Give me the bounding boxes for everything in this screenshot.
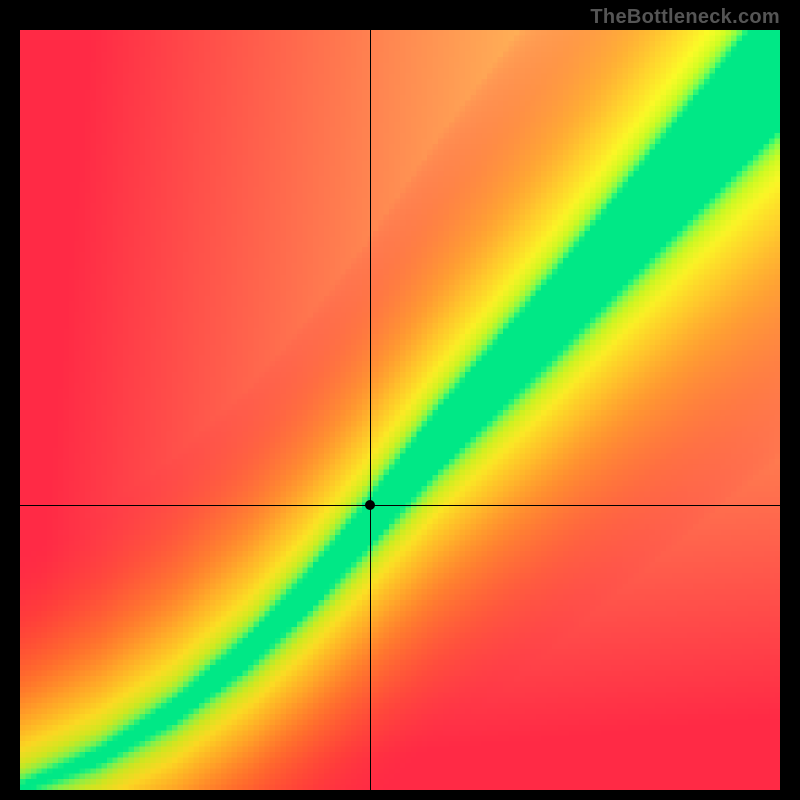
selected-config-marker: [365, 500, 375, 510]
watermark-text: TheBottleneck.com: [590, 6, 780, 29]
crosshair-vertical: [370, 30, 371, 790]
chart-frame: TheBottleneck.com: [0, 0, 800, 800]
bottleneck-heatmap-canvas: [20, 30, 780, 790]
crosshair-horizontal: [20, 505, 780, 506]
plot-area: [20, 30, 780, 790]
